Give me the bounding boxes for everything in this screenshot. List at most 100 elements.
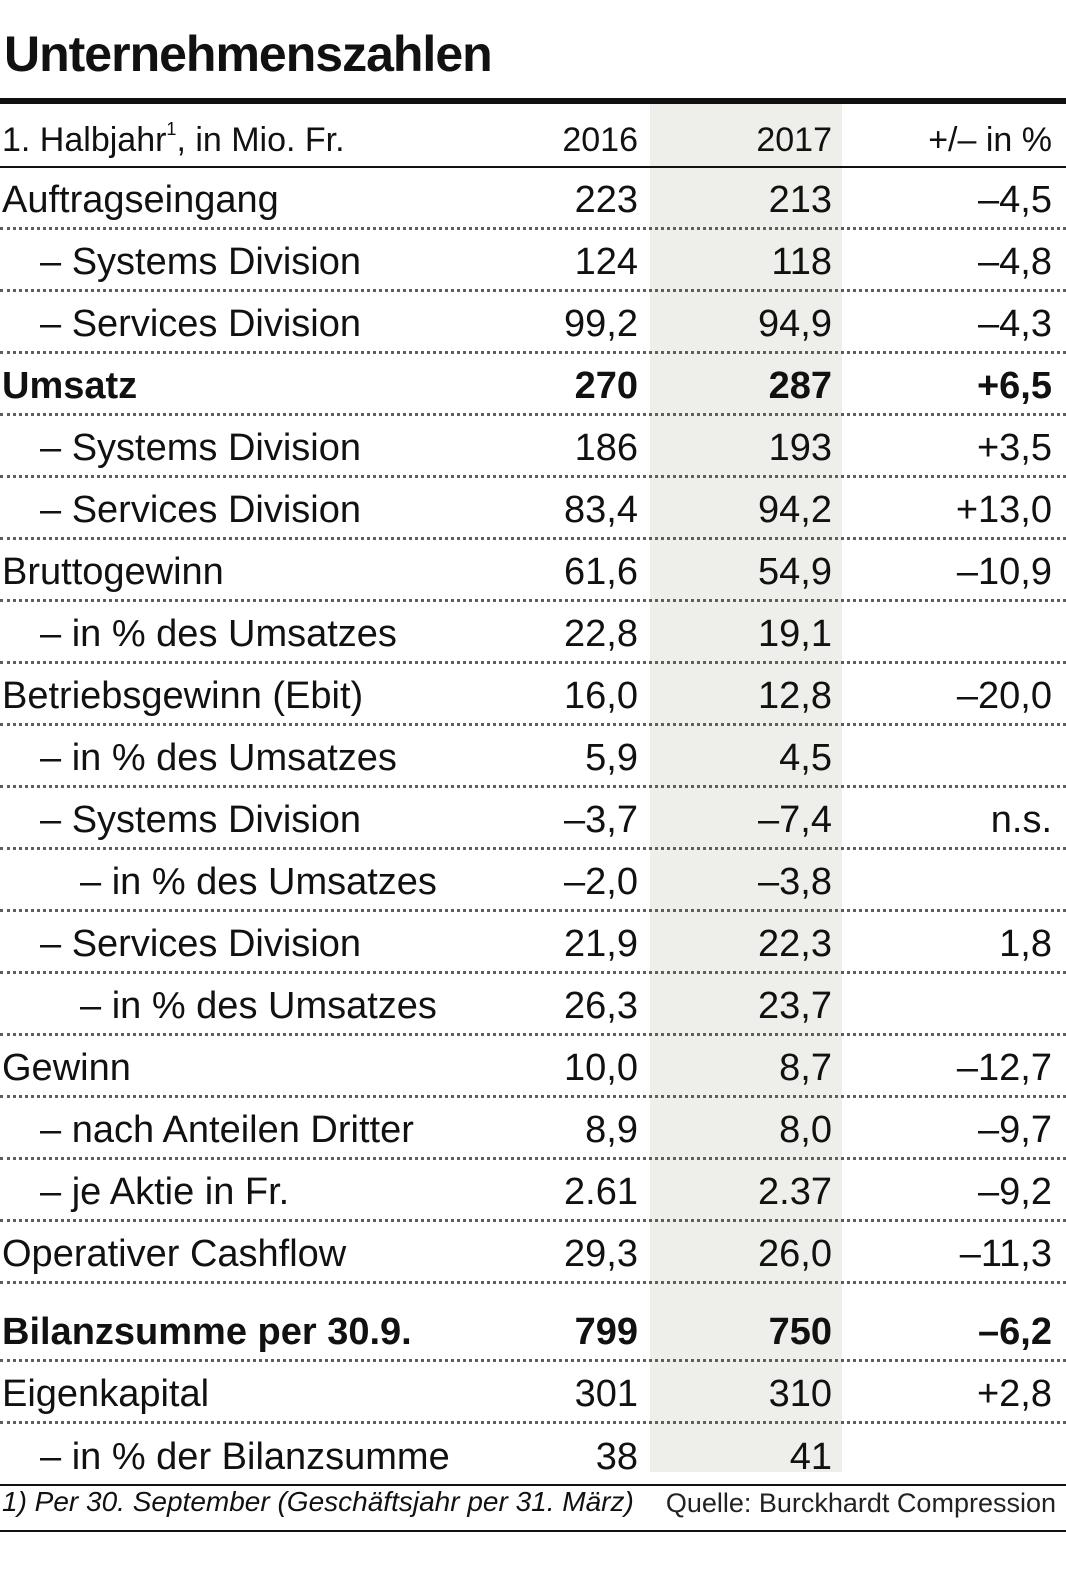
row-label: – in % der Bilanzsumme [40, 1436, 450, 1478]
value-2016: 38 [595, 1436, 638, 1478]
value-2017: –7,4 [758, 799, 832, 841]
value-2017: 4,5 [779, 737, 832, 779]
row-label: – je Aktie in Fr. [40, 1171, 290, 1213]
table-row-cashflow: Operativer Cashflow 29,3 26,0 –11,3 [0, 1222, 1066, 1284]
table-row: – Services Division 99,2 94,9 –4,3 [0, 292, 1066, 354]
value-change: –4,8 [978, 241, 1052, 283]
row-label: – in % des Umsatzes [80, 861, 437, 903]
value-2016: 5,9 [585, 737, 638, 779]
header-2016: 2016 [562, 121, 638, 159]
value-change: –9,2 [978, 1171, 1052, 1213]
value-2016: –3,7 [564, 799, 638, 841]
table-row: – je Aktie in Fr. 2.61 2.37 –9,2 [0, 1160, 1066, 1222]
value-change: +6,5 [976, 365, 1052, 407]
row-label: – in % des Umsatzes [40, 737, 397, 779]
value-2016: 61,6 [564, 551, 638, 593]
value-2016: –2,0 [564, 861, 638, 903]
value-2017: 23,7 [758, 985, 832, 1027]
column-2017-shading [650, 104, 842, 1472]
value-2016: 301 [574, 1373, 638, 1415]
footnote: 1) Per 30. September (Geschäftsjahr per … [2, 1486, 634, 1517]
table-row-bruttogewinn: Bruttogewinn 61,6 54,9 –10,9 [0, 540, 1066, 602]
value-2017: 41 [789, 1436, 832, 1478]
value-2017: 12,8 [758, 675, 832, 717]
value-change: –4,5 [978, 179, 1052, 221]
value-2017: 8,0 [779, 1109, 832, 1151]
value-2017: 8,7 [779, 1047, 832, 1089]
value-2017: –3,8 [758, 861, 832, 903]
row-label: – Systems Division [40, 799, 361, 841]
value-change: +2,8 [976, 1373, 1052, 1415]
row-label: – Services Division [40, 923, 361, 965]
table-row: – in % des Umsatzes 22,8 19,1 [0, 602, 1066, 664]
header-change: +/– in % [928, 121, 1052, 159]
table-row: – Systems Division 186 193 +3,5 [0, 416, 1066, 478]
table-row: – in % des Umsatzes 5,9 4,5 [0, 726, 1066, 788]
value-2016: 124 [574, 241, 638, 283]
value-2017: 287 [768, 365, 832, 407]
value-change: –6,2 [978, 1311, 1052, 1353]
value-2016: 26,3 [564, 985, 638, 1027]
value-2016: 83,4 [564, 489, 638, 531]
value-2017: 193 [768, 427, 832, 469]
value-2016: 2.61 [564, 1171, 638, 1213]
value-change: +13,0 [955, 489, 1052, 531]
value-change: –12,7 [956, 1047, 1052, 1089]
value-2016: 186 [574, 427, 638, 469]
value-2016: 10,0 [564, 1047, 638, 1089]
table-row: – nach Anteilen Dritter 8,9 8,0 –9,7 [0, 1098, 1066, 1160]
value-2017: 26,0 [758, 1233, 832, 1275]
table-row-auftragseingang: Auftragseingang 223 213 –4,5 [0, 168, 1066, 230]
table-row-betriebsgewinn: Betriebsgewinn (Ebit) 16,0 12,8 –20,0 [0, 664, 1066, 726]
value-2016: 16,0 [564, 675, 638, 717]
row-label: Eigenkapital [2, 1373, 210, 1415]
value-2016: 223 [574, 179, 638, 221]
table-row-bilanzsumme: Bilanzsumme per 30.9. 799 750 –6,2 [0, 1284, 1066, 1362]
value-change: –20,0 [956, 675, 1052, 717]
value-change: –9,7 [978, 1109, 1052, 1151]
value-change: –4,3 [978, 303, 1052, 345]
row-label: Gewinn [2, 1047, 131, 1089]
table-row: – Systems Division –3,7 –7,4 n.s. [0, 788, 1066, 850]
value-2016: 22,8 [564, 613, 638, 655]
table-row-eigenkapital: Eigenkapital 301 310 +2,8 [0, 1362, 1066, 1424]
financial-table: 1. Halbjahr1, in Mio. Fr. 2016 2017 +/– … [0, 104, 1066, 1486]
table-row: – in % des Umsatzes 26,3 23,7 [0, 974, 1066, 1036]
value-change: n.s. [990, 799, 1052, 841]
value-2017: 213 [768, 179, 832, 221]
value-2017: 118 [771, 241, 832, 283]
table-header: 1. Halbjahr1, in Mio. Fr. 2016 2017 +/– … [0, 104, 1066, 168]
table-row-gewinn: Gewinn 10,0 8,7 –12,7 [0, 1036, 1066, 1098]
source-credit: Quelle: Burckhardt Compression [665, 1488, 1056, 1518]
row-label: – in % des Umsatzes [40, 613, 397, 655]
header-label: 1. Halbjahr1, in Mio. Fr. [2, 119, 345, 159]
value-2017: 94,2 [758, 489, 832, 531]
value-2016: 799 [574, 1311, 638, 1353]
value-2017: 310 [768, 1373, 832, 1415]
page-title: Unternehmenszahlen [4, 26, 493, 82]
value-2017: 22,3 [758, 923, 832, 965]
value-2016: 29,3 [564, 1233, 638, 1275]
row-label: Bilanzsumme per 30.9. [2, 1311, 412, 1353]
row-label: Betriebsgewinn (Ebit) [2, 675, 364, 717]
value-2016: 270 [574, 365, 638, 407]
value-2017: 750 [768, 1311, 832, 1353]
value-change: 1,8 [999, 923, 1052, 965]
value-2016: 21,9 [564, 923, 638, 965]
row-label: Operativer Cashflow [2, 1233, 347, 1275]
value-change: +3,5 [976, 427, 1052, 469]
row-label: – in % des Umsatzes [80, 985, 437, 1027]
row-label: – nach Anteilen Dritter [40, 1109, 414, 1151]
header-2017: 2017 [756, 121, 832, 159]
value-2016: 99,2 [564, 303, 638, 345]
value-change: –11,3 [959, 1233, 1052, 1275]
table-row: – Services Division 83,4 94,2 +13,0 [0, 478, 1066, 540]
table-row: – in % der Bilanzsumme 38 41 [0, 1424, 1066, 1486]
table-row-umsatz: Umsatz 270 287 +6,5 [0, 354, 1066, 416]
table-row: – in % des Umsatzes –2,0 –3,8 [0, 850, 1066, 912]
value-2017: 2.37 [758, 1171, 832, 1213]
value-2017: 19,1 [758, 613, 832, 655]
row-label: Umsatz [2, 365, 138, 407]
table-footer: 1) Per 30. September (Geschäftsjahr per … [0, 1472, 1066, 1532]
value-2017: 54,9 [758, 551, 832, 593]
